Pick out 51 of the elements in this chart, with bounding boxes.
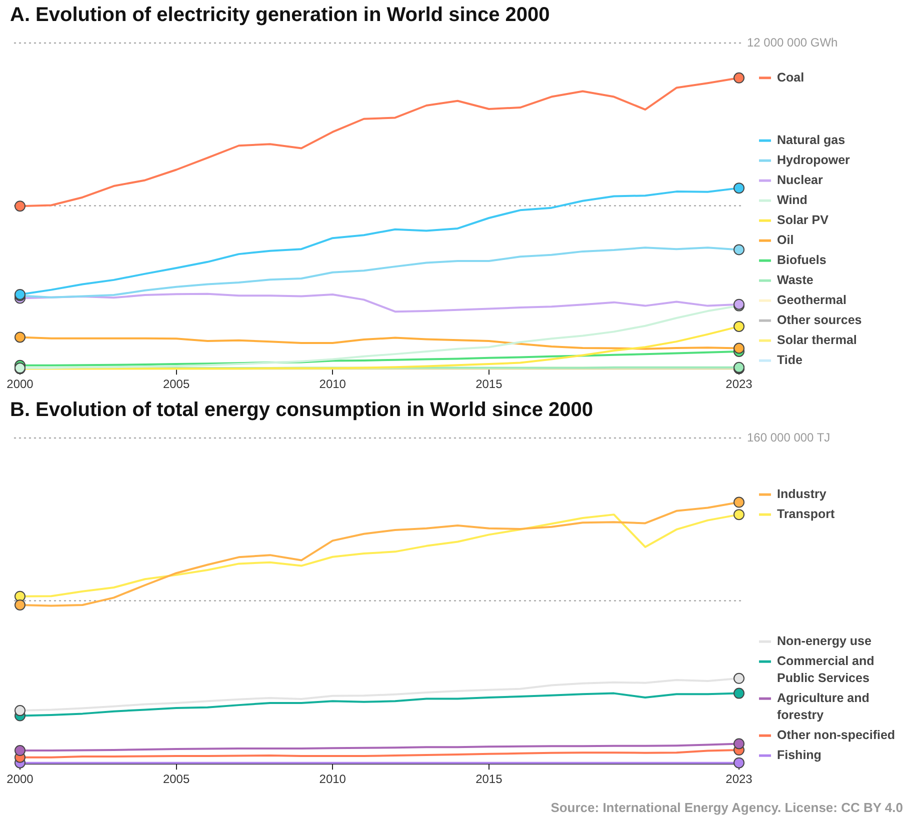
x-tick-label: 2015 — [476, 772, 503, 786]
point — [14, 599, 26, 610]
x-tick-label: 2015 — [476, 377, 503, 392]
point — [734, 244, 744, 256]
ref-line-label: 160 000 000 TJ — [747, 430, 830, 444]
legend-label: Tide — [777, 353, 803, 368]
legend-label: Geothermal — [777, 293, 846, 308]
chart-title: A. Evolution of electricity generation in World since 2000 — [9, 3, 551, 28]
legend-label: Waste — [777, 273, 814, 288]
source-note: Source: International Energy Agency. License: CC BY 4.0 — [550, 800, 903, 815]
legend-label: Other sources — [777, 313, 862, 328]
point — [734, 688, 744, 699]
point — [14, 200, 26, 212]
x-tick-label: 2023 — [726, 772, 753, 786]
point — [734, 320, 744, 332]
x-tick-label: 2023 — [726, 377, 753, 392]
point — [14, 332, 26, 343]
legend-label: Transport — [777, 507, 836, 522]
legend-label: Nuclear — [777, 173, 823, 188]
ref-line-label: 12 000 000 GWh — [747, 35, 838, 50]
point — [14, 705, 26, 716]
point — [734, 757, 744, 768]
legend-label: Fishing — [777, 748, 822, 762]
legend-label: Coal — [777, 70, 804, 84]
legend-label: Hydropower — [777, 153, 850, 168]
point — [734, 738, 744, 750]
legend-label: Wind — [777, 193, 808, 208]
x-tick-label: 2005 — [162, 772, 190, 786]
point — [734, 182, 744, 194]
legend-label: Solar PV — [777, 213, 830, 228]
legend-label: Solar thermal — [777, 333, 857, 348]
x-tick-label: 2010 — [319, 377, 346, 392]
point — [14, 745, 26, 756]
point — [734, 342, 744, 354]
legend-label: Other non-specified — [777, 728, 896, 742]
x-tick-label: 2005 — [162, 377, 190, 392]
legend-label: Industry — [777, 487, 826, 502]
chart-title: B. Evolution of total energy consumption in World since 2000 — [9, 398, 594, 423]
point — [734, 509, 744, 520]
legend-label: Biofuels — [777, 253, 826, 268]
legend-label: Non-energy use — [777, 634, 872, 648]
x-tick-label: 2000 — [6, 772, 34, 786]
legend-label: Agriculture and forestry — [777, 691, 870, 722]
x-tick-label: 2000 — [6, 377, 34, 392]
x-tick-label: 2010 — [319, 772, 346, 786]
point — [734, 672, 744, 684]
legend-label: Natural gas — [777, 133, 846, 148]
point — [734, 496, 744, 508]
point — [734, 72, 744, 84]
legend-label: Oil — [777, 233, 794, 248]
legend-label: Commercial and Public Services — [777, 654, 874, 686]
